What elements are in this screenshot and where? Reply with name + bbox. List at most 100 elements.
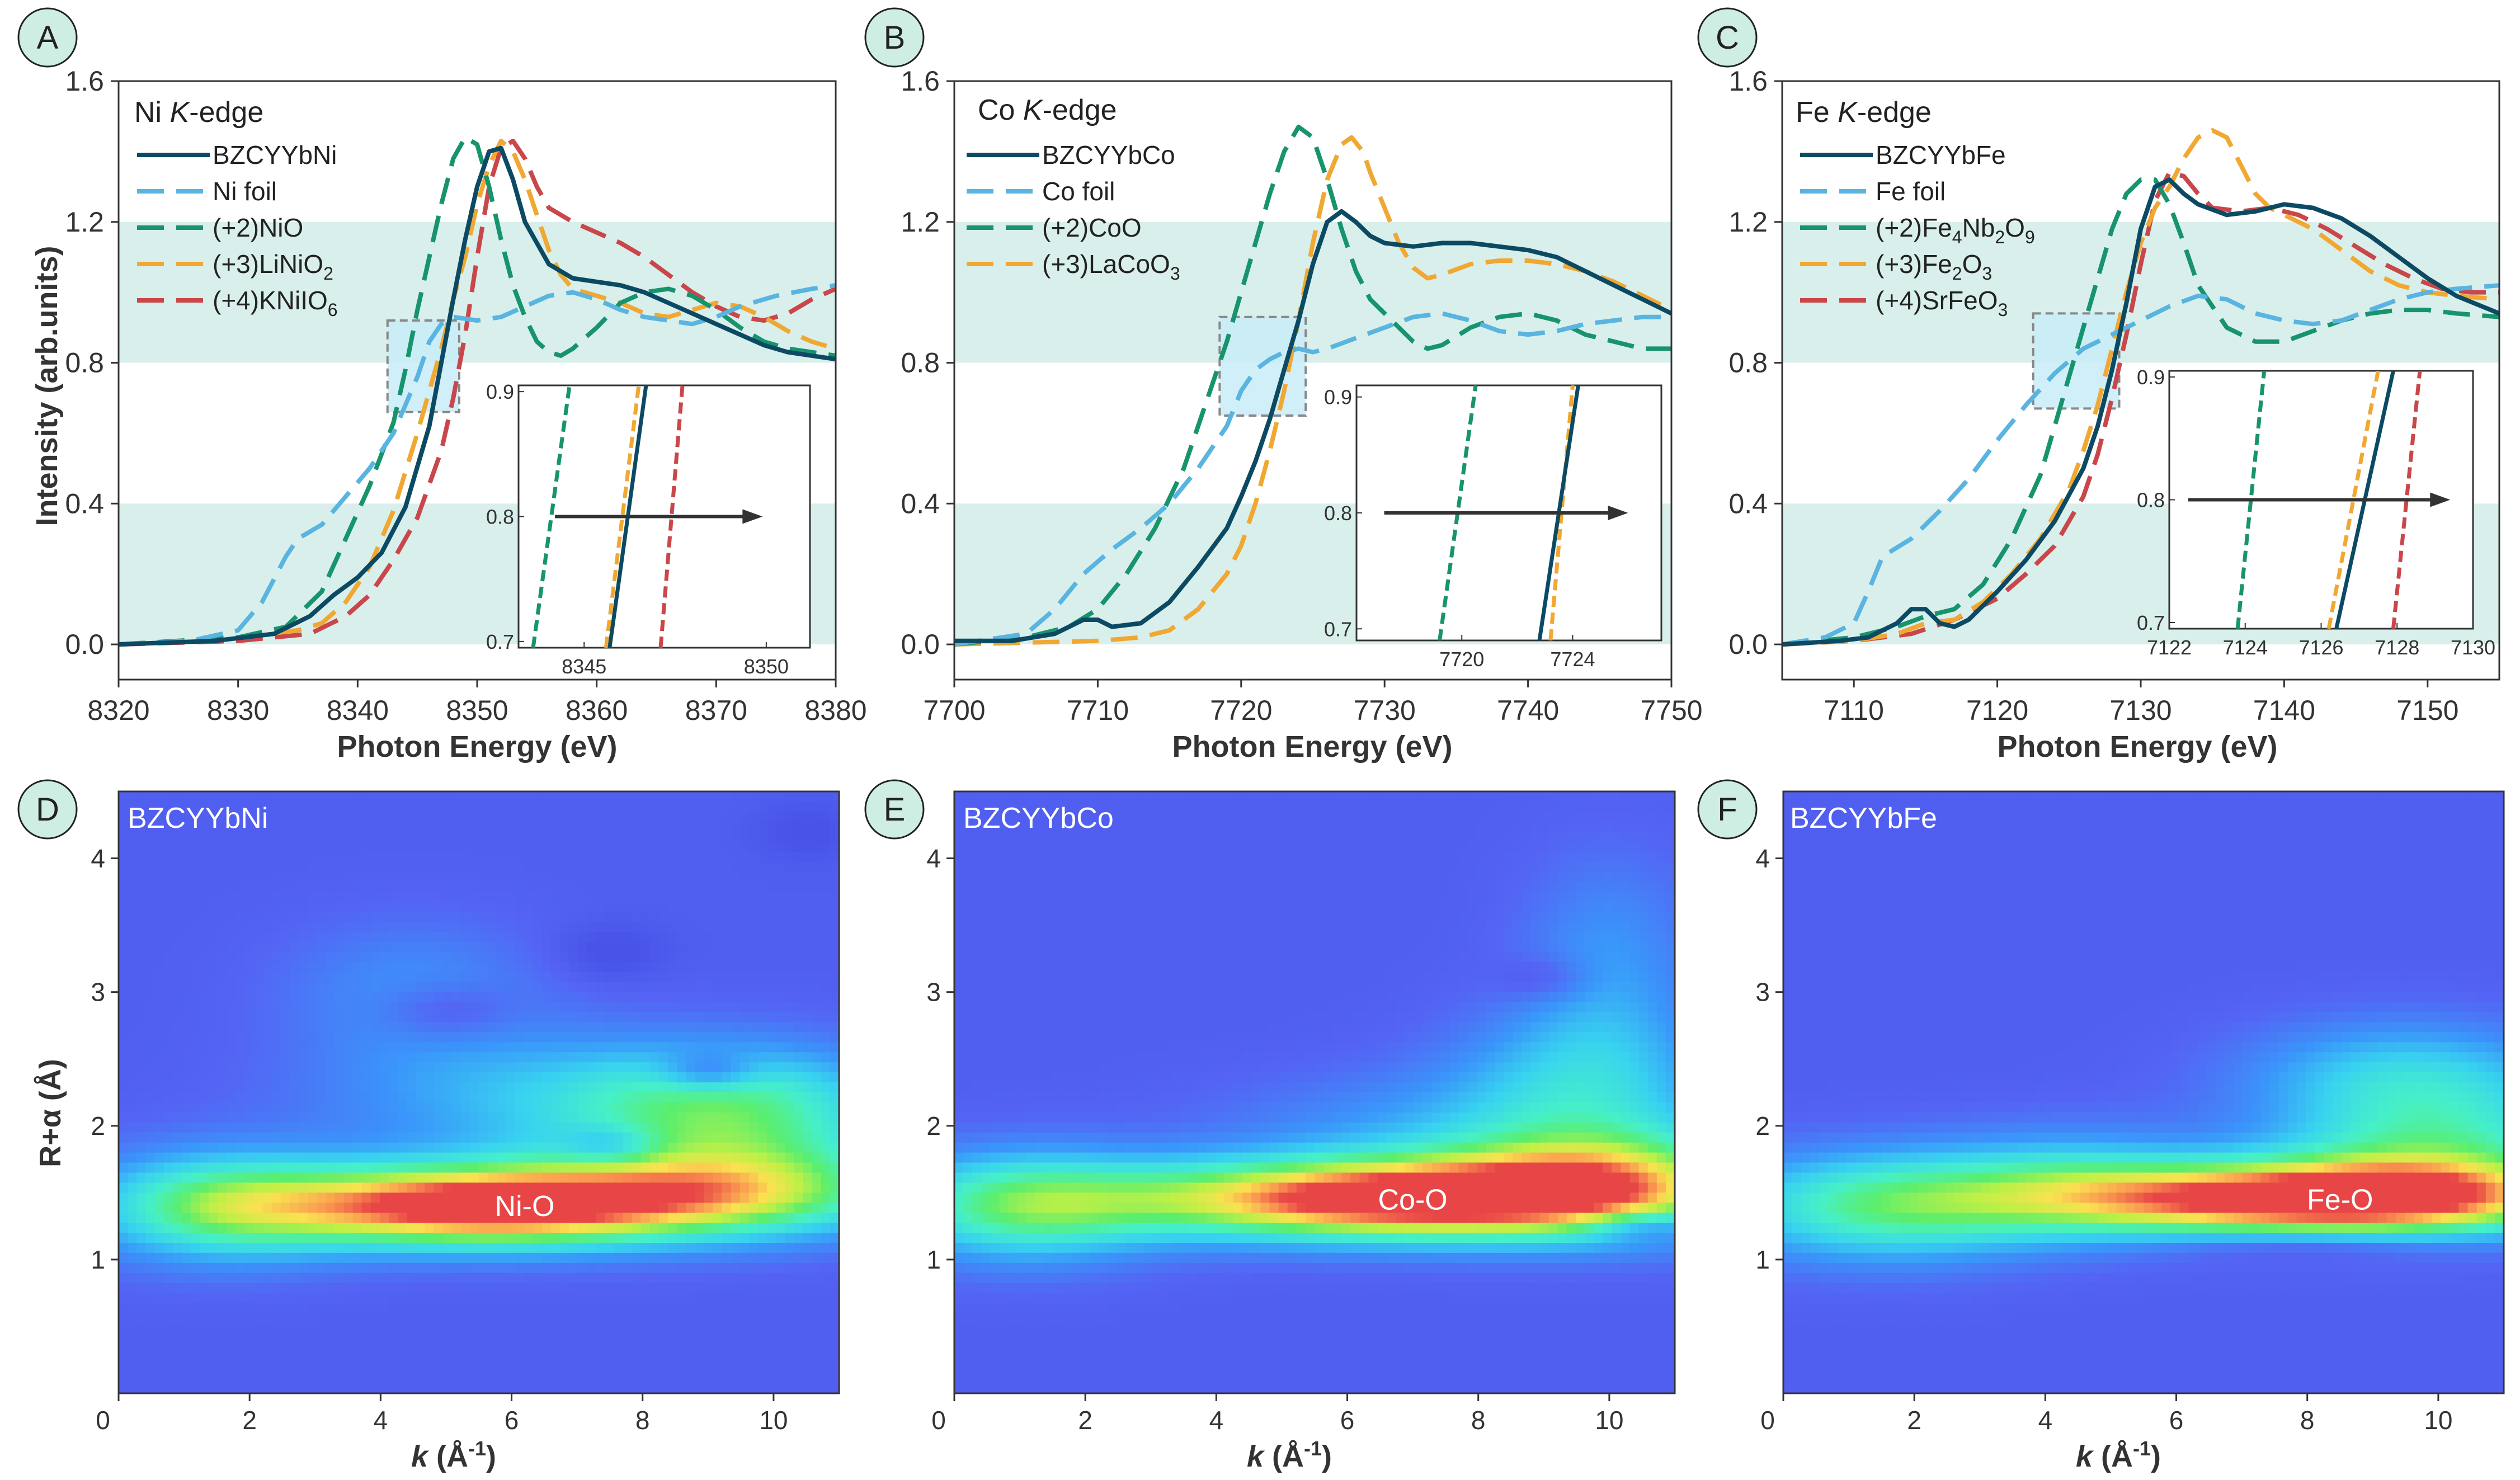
heat-cell	[659, 951, 668, 963]
heat-cell	[370, 821, 380, 832]
heat-cell	[289, 1132, 299, 1143]
heat-cell	[308, 932, 317, 942]
heat-cell	[317, 1313, 327, 1324]
heat-cell	[578, 992, 587, 1003]
heat-cell	[119, 871, 128, 883]
heat-cell	[785, 1172, 795, 1184]
heat-cell	[533, 951, 543, 963]
heat-cell	[785, 841, 795, 852]
heat-cell	[442, 1132, 453, 1143]
heat-cell	[640, 1012, 651, 1023]
heat-cell	[623, 1032, 633, 1043]
heat-cell	[739, 992, 750, 1003]
y-axis: 0.00.40.81.21.6	[65, 65, 119, 660]
heat-cell	[803, 1132, 813, 1143]
heat-cell	[677, 1233, 687, 1243]
heat-cell	[785, 1002, 795, 1013]
heat-cell	[163, 1012, 173, 1023]
heat-cell	[352, 821, 362, 832]
heat-cell	[209, 1022, 218, 1033]
heat-cell	[587, 851, 597, 862]
heat-cell	[163, 1203, 173, 1213]
heat-cell	[136, 1132, 147, 1143]
heat-cell	[289, 932, 299, 942]
heat-cell	[605, 811, 615, 822]
heat-cell	[569, 951, 578, 963]
heat-cell	[280, 1252, 290, 1264]
heat-cell	[524, 1303, 534, 1314]
heat-cell	[136, 1142, 147, 1153]
heat-cell	[299, 1172, 308, 1184]
heat-cell	[326, 1112, 336, 1123]
heat-cell	[280, 1243, 290, 1253]
heat-cell	[722, 1373, 732, 1384]
heat-cell	[398, 912, 407, 922]
heat-cell	[235, 1022, 246, 1033]
heat-cell	[722, 1213, 732, 1223]
heat-cell	[488, 1122, 497, 1133]
heat-cell	[686, 1102, 696, 1113]
heat-cell	[253, 1172, 263, 1184]
heat-cell	[587, 972, 597, 983]
heat-cell	[398, 1213, 407, 1223]
heat-cell	[379, 892, 389, 902]
heat-cell	[704, 942, 714, 953]
heat-cell	[128, 922, 137, 932]
heat-cell	[343, 942, 354, 953]
heat-cell	[776, 1323, 786, 1334]
heat-cell	[649, 1152, 660, 1163]
heat-cell	[713, 791, 723, 802]
heat-cell	[632, 851, 642, 862]
heat-cell	[299, 1072, 308, 1083]
heat-cell	[389, 821, 398, 832]
heat-cell	[244, 942, 255, 953]
heat-cell	[479, 912, 488, 922]
heat-cell	[587, 1373, 597, 1384]
heat-cell	[136, 1333, 147, 1344]
heat-cell	[199, 1343, 209, 1354]
heat-cell	[469, 871, 479, 883]
heat-cell	[128, 1333, 137, 1344]
heat-cell	[506, 831, 516, 842]
heat-cell	[506, 1323, 516, 1334]
heat-cell	[550, 1182, 560, 1194]
heat-cell	[739, 1042, 750, 1053]
heat-cell	[596, 961, 606, 973]
heat-cell	[218, 791, 227, 802]
heat-cell	[199, 1042, 209, 1053]
heat-cell	[407, 1193, 417, 1203]
heat-cell	[361, 1042, 371, 1053]
heat-cell	[550, 1363, 560, 1374]
heat-cell	[533, 1223, 543, 1233]
heat-cell	[686, 1162, 696, 1173]
heat-cell	[524, 841, 534, 852]
heat-cell	[235, 1303, 246, 1314]
heat-cell	[361, 851, 371, 862]
heat-cell	[596, 851, 606, 862]
heat-cell	[370, 1323, 380, 1334]
heat-cell	[803, 1363, 813, 1374]
heat-cell	[559, 831, 569, 842]
heat-cell	[731, 831, 741, 842]
heat-cell	[695, 801, 705, 812]
heat-cell	[776, 1383, 786, 1394]
heat-cell	[794, 882, 804, 893]
heat-cell	[128, 1262, 137, 1274]
heat-cell	[335, 1022, 345, 1033]
heat-cell	[541, 1243, 552, 1253]
heat-cell	[460, 882, 470, 893]
heat-cell	[785, 811, 795, 822]
heat-cell	[253, 1182, 263, 1194]
heat-cell	[488, 932, 497, 942]
y-tick-label: 1.2	[901, 206, 940, 238]
heat-cell	[623, 1283, 633, 1294]
heat-cell	[632, 882, 642, 893]
heat-cell	[451, 1323, 461, 1334]
heat-cell	[506, 1252, 516, 1264]
heat-cell	[713, 821, 723, 832]
heat-cell	[767, 1172, 777, 1184]
heat-cell	[541, 1233, 552, 1243]
heat-cell	[253, 1032, 263, 1043]
heat-cell	[587, 1262, 597, 1274]
heat-cell	[731, 1353, 741, 1364]
